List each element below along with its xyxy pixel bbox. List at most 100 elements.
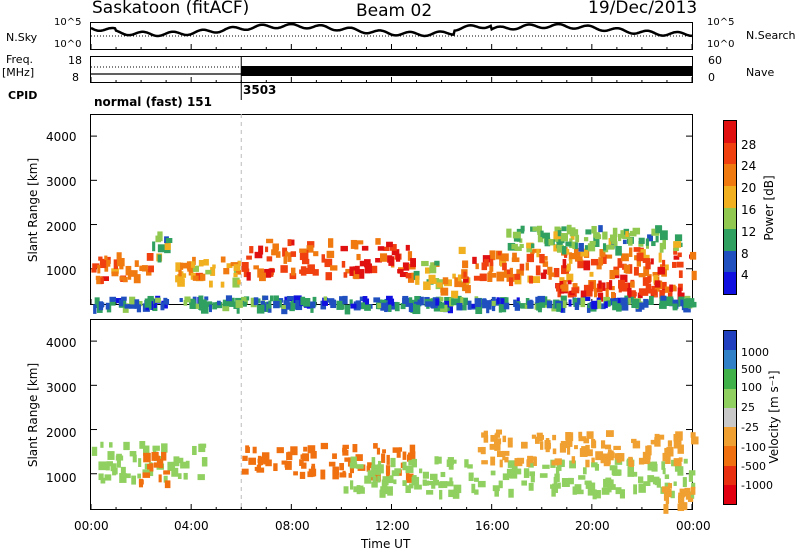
velocity-mark: [552, 448, 557, 455]
power-mark: [400, 302, 406, 310]
velocity-mark: [565, 432, 574, 442]
power-mark: [487, 300, 496, 306]
velocity-mark: [663, 492, 669, 501]
cpid-program-2: 3503: [243, 83, 277, 97]
power-mark: [677, 252, 682, 258]
power-mark: [659, 302, 667, 309]
power-mark: [253, 297, 259, 306]
velocity-mark: [320, 469, 326, 480]
power-mark: [513, 299, 517, 308]
power-mark: [115, 298, 121, 304]
power-mark: [394, 302, 400, 312]
power-mark: [662, 259, 666, 267]
power-mark: [240, 296, 247, 302]
power-mark: [281, 304, 286, 310]
velocity-mark: [402, 480, 407, 486]
power-mark: [574, 229, 579, 235]
velocity-mark: [328, 461, 336, 467]
power-mark: [519, 263, 525, 271]
power-mark: [511, 257, 520, 263]
power-mark: [109, 298, 116, 306]
velocity-mark: [592, 489, 597, 500]
velocity-mark: [647, 461, 654, 471]
velocity-mark: [448, 489, 456, 498]
velocity-mark: [507, 437, 513, 448]
power-mark: [597, 299, 602, 309]
power-mark: [241, 261, 249, 272]
velocity-mark: [647, 475, 655, 483]
power-mark: [529, 275, 534, 284]
power-mark: [383, 246, 390, 251]
power-mark: [405, 272, 412, 279]
velocity-mark: [559, 443, 567, 453]
power-mark: [321, 254, 325, 263]
power-mark: [98, 256, 103, 261]
nave-band: [241, 66, 692, 76]
power-mark: [479, 298, 486, 309]
velocity-mark: [119, 473, 127, 483]
power-mark: [119, 276, 125, 281]
power-mark: [605, 254, 613, 259]
velocity-mark: [569, 460, 576, 469]
velocity-mark: [490, 470, 496, 476]
power-mark: [520, 303, 527, 309]
power-mark: [189, 298, 195, 305]
power-mark: [350, 239, 357, 249]
velocity-mark: [434, 456, 439, 465]
power-colorbar-segment: [724, 121, 736, 143]
power-mark: [290, 267, 296, 276]
power-mark: [141, 265, 148, 272]
power-mark: [673, 241, 682, 248]
velocity-mark: [583, 438, 590, 444]
power-mark: [589, 240, 596, 246]
velocity-mark: [107, 451, 115, 460]
power-mark: [536, 303, 541, 311]
power-mark: [358, 269, 365, 279]
power-mark: [680, 299, 684, 307]
velocity-mark: [571, 456, 576, 464]
power-mark: [655, 235, 659, 243]
velocity-mark: [643, 481, 651, 486]
velocity-mark: [364, 475, 372, 484]
power-mark: [527, 300, 534, 309]
velocity-mark: [677, 503, 685, 512]
power-mark: [380, 253, 388, 262]
power-mark: [514, 246, 522, 251]
velocity-mark: [143, 445, 150, 456]
velocity-mark: [528, 461, 534, 468]
velocity-mark: [561, 478, 570, 487]
power-mark: [402, 295, 409, 305]
power-mark: [501, 253, 509, 262]
power-mark: [300, 266, 307, 276]
velocity-mark: [180, 461, 188, 469]
velocity-mark: [307, 445, 316, 454]
power-mark: [625, 231, 629, 237]
velocity-mark: [526, 459, 531, 467]
cpid-label: CPID: [8, 89, 38, 102]
power-mark: [649, 295, 654, 305]
velocity-mark: [123, 441, 130, 451]
power-mark: [652, 271, 660, 277]
search-ytick-top: 10^5: [707, 17, 735, 28]
power-mark: [94, 297, 100, 307]
power-mark: [283, 256, 288, 264]
nave-label: Nave: [746, 66, 775, 79]
power-mark: [410, 258, 416, 268]
velocity-mark: [120, 466, 126, 475]
power-mark: [612, 227, 618, 238]
power-mark: [440, 287, 449, 296]
velocity-mark: [514, 468, 522, 475]
power-mark: [128, 304, 137, 309]
power-mark: [600, 254, 607, 264]
power-mark: [561, 284, 569, 292]
velocity-mark: [576, 489, 584, 495]
power-mark: [220, 281, 225, 288]
velocity-mark: [142, 469, 150, 476]
velocity-mark: [332, 453, 337, 459]
power-mark: [249, 246, 254, 254]
power-mark: [364, 263, 371, 274]
power-mark: [198, 295, 204, 305]
velocity-mark: [109, 442, 113, 448]
velocity-mark: [506, 468, 514, 479]
vel-cbar-tick-500: 500: [741, 363, 762, 376]
